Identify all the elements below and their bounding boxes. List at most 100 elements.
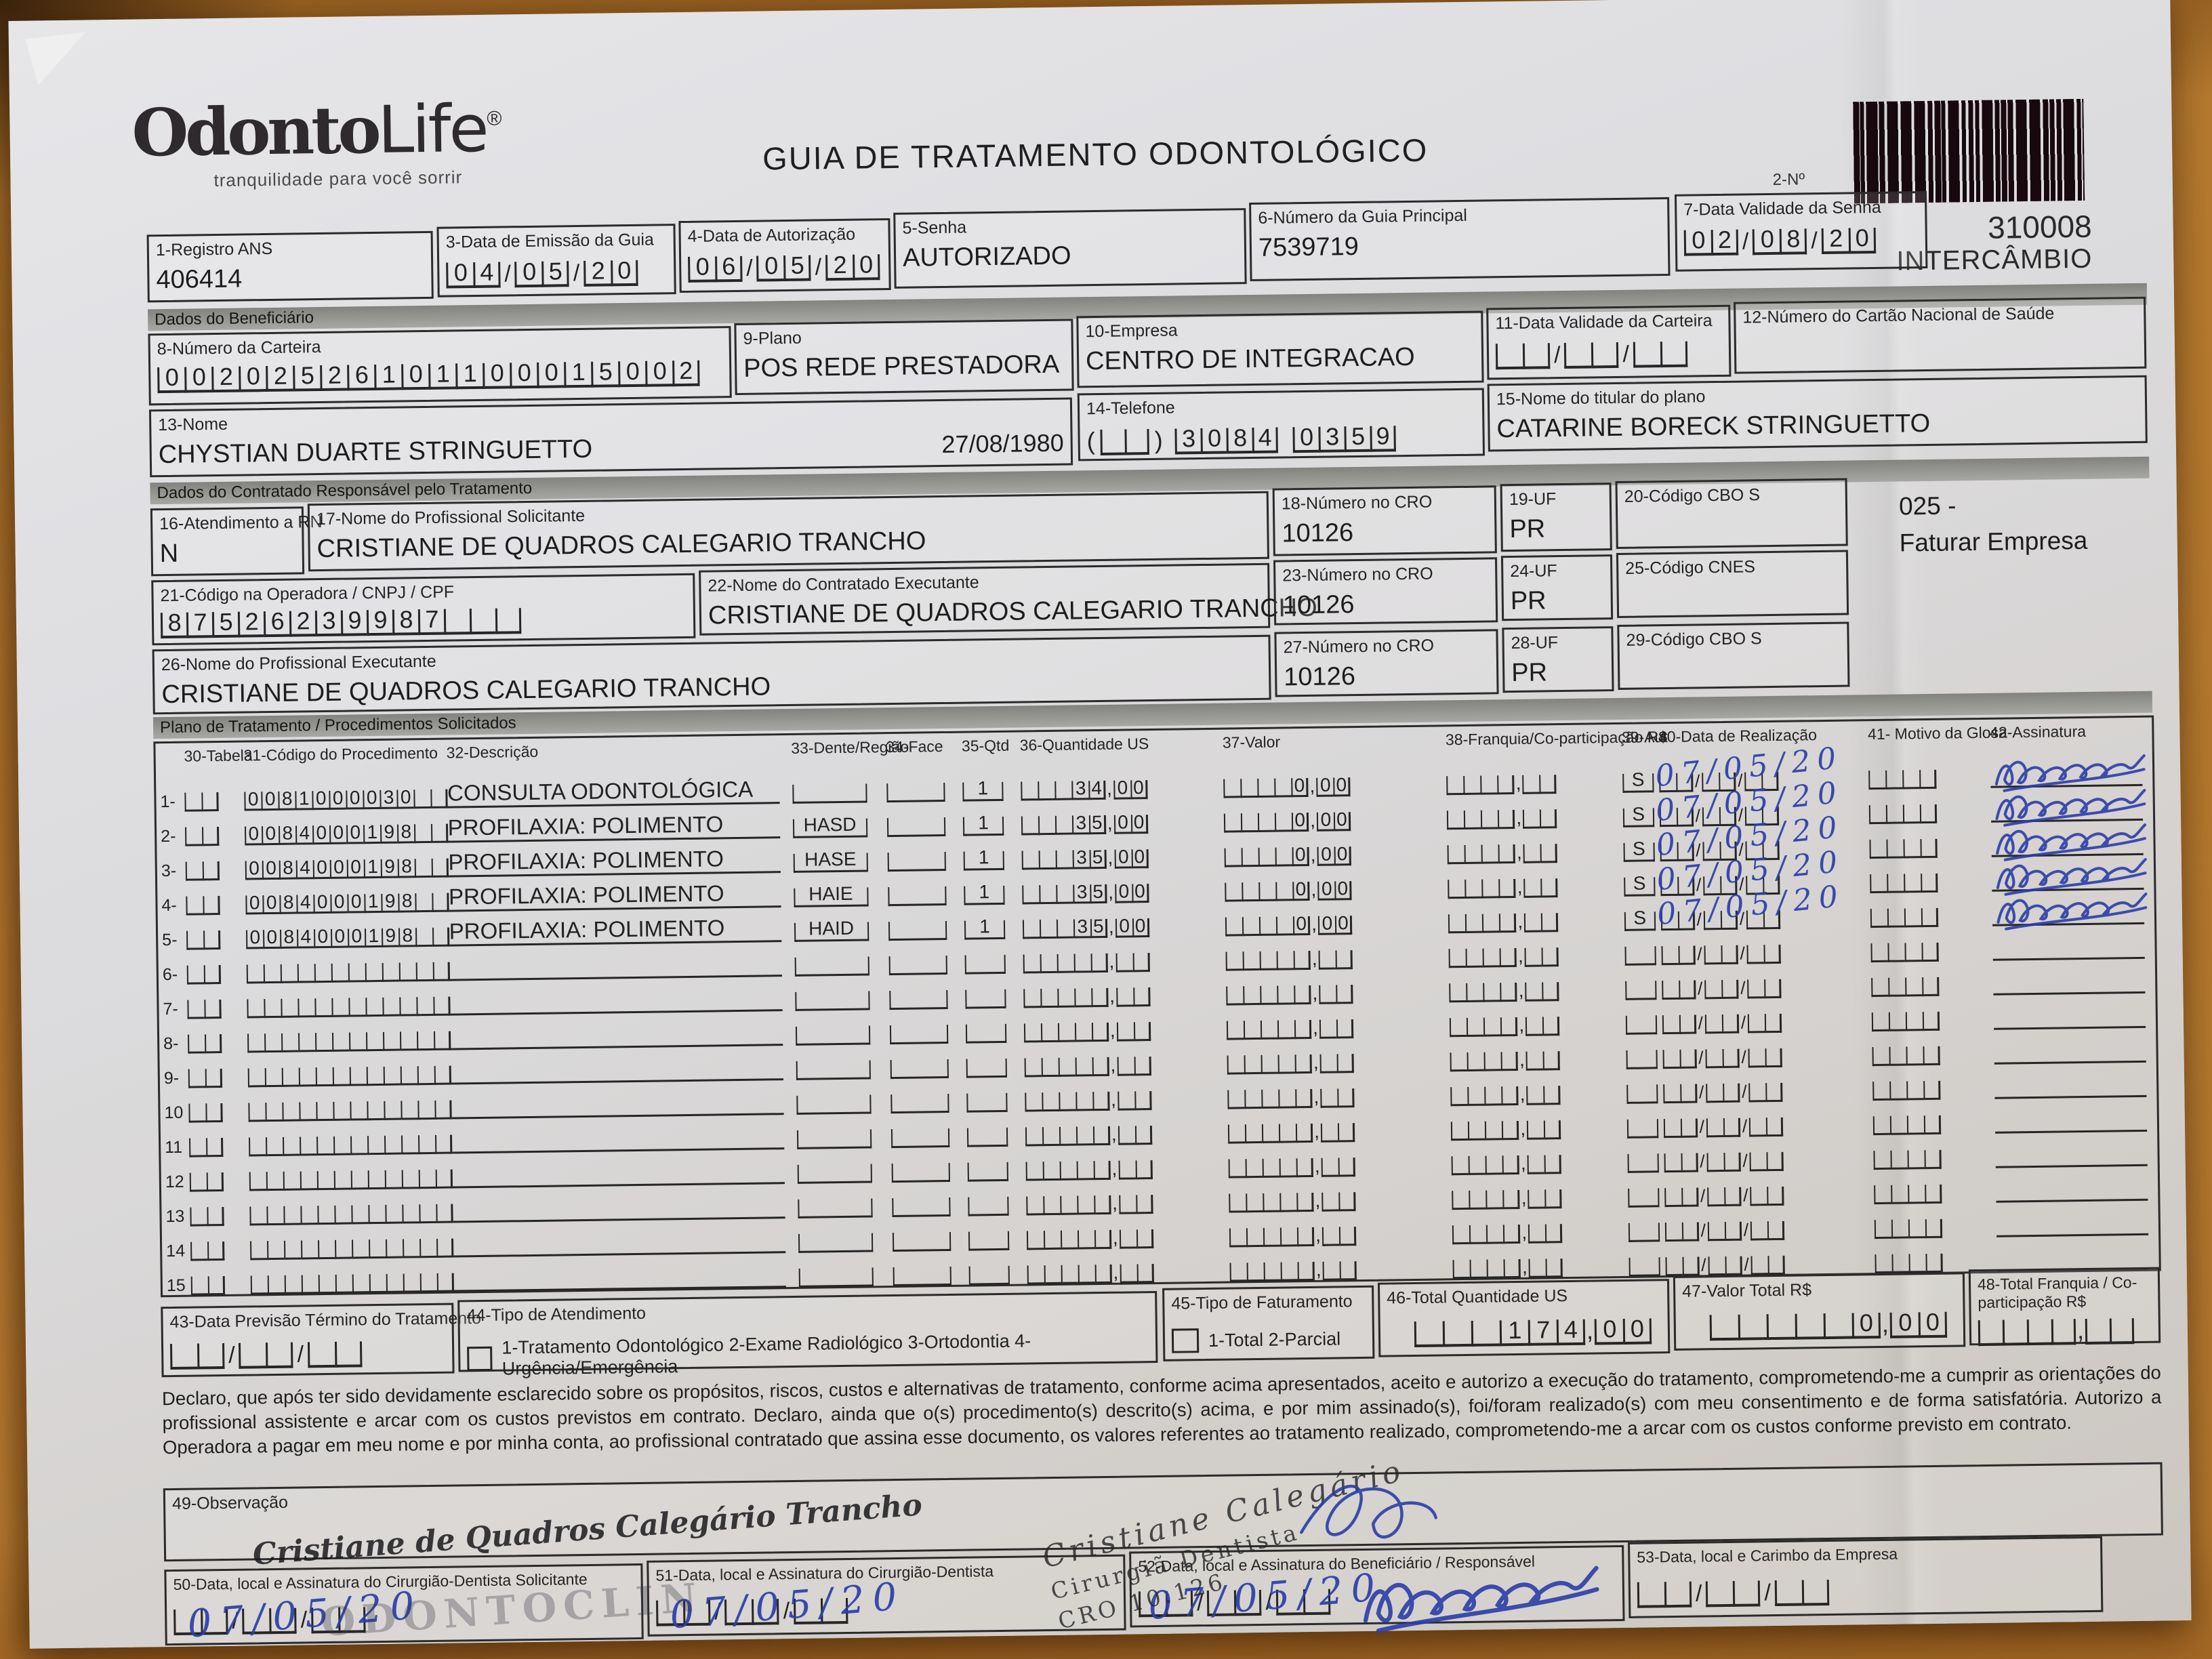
comb-cell bbox=[1921, 907, 1939, 928]
comb-cell: 5 bbox=[1090, 881, 1107, 904]
comb-cell bbox=[415, 927, 433, 947]
comb-cell bbox=[1296, 1123, 1313, 1143]
comb-cell bbox=[1336, 1054, 1354, 1073]
comb-cell bbox=[1057, 1023, 1076, 1042]
comb-cell bbox=[1871, 1012, 1889, 1032]
comb-cell bbox=[1260, 985, 1277, 1005]
comb-cell bbox=[1500, 1017, 1518, 1037]
field-registro-ans: 1-Registro ANS 406414 bbox=[146, 230, 434, 303]
comb-cell bbox=[314, 963, 331, 983]
comb-cell: 3 bbox=[1073, 881, 1090, 904]
col-qtd bbox=[965, 978, 1023, 1013]
col-motivo bbox=[1871, 965, 1993, 1001]
field-contratado-executante: 22-Nome do Contratado Executante CRISTIA… bbox=[699, 562, 1317, 636]
comb-cell bbox=[1021, 816, 1039, 836]
comb-cell: 3 bbox=[1071, 777, 1089, 800]
comb-cell bbox=[1060, 1195, 1078, 1215]
comb-cell bbox=[1224, 813, 1242, 833]
col-descricao bbox=[453, 1223, 798, 1262]
comb-cell: 5 bbox=[293, 361, 321, 392]
telefone-ddd-comb bbox=[1100, 429, 1149, 455]
col-face bbox=[892, 1186, 968, 1221]
col-dente bbox=[796, 1048, 890, 1084]
comb-cell: 0 bbox=[1114, 846, 1132, 869]
comb-cell: 3 bbox=[380, 787, 397, 809]
col-codigo bbox=[249, 1158, 453, 1195]
field-data-emissao: 3-Data de Emissão da Guia 0 4/0 5/2 0 bbox=[436, 224, 676, 298]
comb-cell bbox=[1263, 1227, 1281, 1247]
comb-cell: 0 bbox=[483, 359, 510, 389]
comb-cell bbox=[348, 1032, 367, 1052]
comb-cell bbox=[1228, 1124, 1246, 1144]
col-us: , bbox=[1025, 1079, 1228, 1116]
col-valor: , bbox=[1229, 1214, 1453, 1251]
comb-cell bbox=[1225, 917, 1243, 937]
comb-cell bbox=[414, 858, 432, 878]
comb-cell bbox=[1294, 985, 1311, 1005]
data-emissao-comb: 0 4/0 5/2 0 bbox=[446, 256, 638, 289]
col-header: 42-Assinatura bbox=[1989, 722, 2087, 741]
col-dente bbox=[797, 1152, 892, 1188]
field-value: 10126 bbox=[1283, 662, 1356, 692]
col-data: / / bbox=[1661, 932, 1871, 969]
comb-cell bbox=[1544, 1120, 1561, 1140]
barcode-label: 2-Nº bbox=[1772, 170, 1805, 189]
comb-cell: 0 bbox=[262, 857, 279, 880]
comb-cell bbox=[314, 1032, 333, 1052]
comb-cell bbox=[1483, 1052, 1502, 1071]
comb-cell bbox=[1450, 1052, 1468, 1072]
field-label: 9-Plano bbox=[743, 328, 802, 348]
comb-cell bbox=[1244, 1054, 1262, 1075]
comb-cell bbox=[334, 1341, 363, 1368]
comb-cell: 8 bbox=[279, 857, 296, 880]
comb-cell bbox=[1022, 885, 1040, 905]
col-data: / / bbox=[1662, 1036, 1872, 1073]
comb-cell: 0 bbox=[313, 891, 331, 914]
comb-cell: 1 bbox=[363, 856, 381, 879]
comb-cell bbox=[1767, 1186, 1784, 1206]
comb-cell bbox=[1801, 1580, 1830, 1606]
comb-cell bbox=[382, 997, 400, 1017]
comb-cell bbox=[1058, 1057, 1076, 1077]
field-value: N bbox=[159, 539, 179, 569]
comb-cell bbox=[352, 1274, 369, 1294]
comb-cell: 0 bbox=[1113, 777, 1131, 800]
col-motivo bbox=[1874, 1207, 1996, 1243]
comb-cell bbox=[1542, 1051, 1561, 1071]
comb-cell: 0 bbox=[329, 787, 346, 810]
comb-cell bbox=[1276, 916, 1294, 936]
comb-cell: 1 bbox=[1499, 1316, 1529, 1347]
comb-cell bbox=[1706, 1118, 1724, 1138]
comb-cell bbox=[1499, 913, 1517, 933]
comb-cell bbox=[1092, 1057, 1109, 1077]
dentist-signature-loops bbox=[1289, 1452, 1450, 1578]
comb-cell bbox=[1258, 813, 1275, 832]
comb-cell: 5 bbox=[1090, 916, 1108, 939]
comb-cell bbox=[1451, 1121, 1469, 1141]
comb-cell bbox=[1464, 844, 1482, 864]
comb-cell bbox=[1321, 1158, 1338, 1177]
field-label: 10-Empresa bbox=[1085, 321, 1178, 342]
comb-cell bbox=[1528, 1189, 1545, 1209]
col-descricao bbox=[452, 1153, 797, 1193]
comb-cell bbox=[1922, 1011, 1940, 1031]
col-us: , bbox=[1023, 975, 1227, 1012]
col-aut bbox=[1626, 1073, 1664, 1108]
comb-cell bbox=[1242, 951, 1261, 971]
comb-cell bbox=[1891, 1254, 1909, 1273]
comb-cell bbox=[1704, 945, 1721, 965]
comb-cell bbox=[402, 1239, 420, 1258]
col-assin bbox=[1993, 998, 2156, 1034]
comb-cell bbox=[368, 1239, 386, 1259]
comb-cell bbox=[207, 1206, 224, 1227]
comb-cell bbox=[1680, 1118, 1698, 1138]
comb-cell bbox=[1525, 1017, 1543, 1036]
comb-cell bbox=[1747, 979, 1765, 999]
faturar-line1: 025 - bbox=[1898, 491, 1957, 520]
col-face bbox=[893, 1221, 968, 1256]
field-label: 23-Número no CRO bbox=[1282, 564, 1433, 586]
comb-cell: 0 bbox=[618, 357, 646, 388]
col-descricao bbox=[450, 981, 795, 1020]
